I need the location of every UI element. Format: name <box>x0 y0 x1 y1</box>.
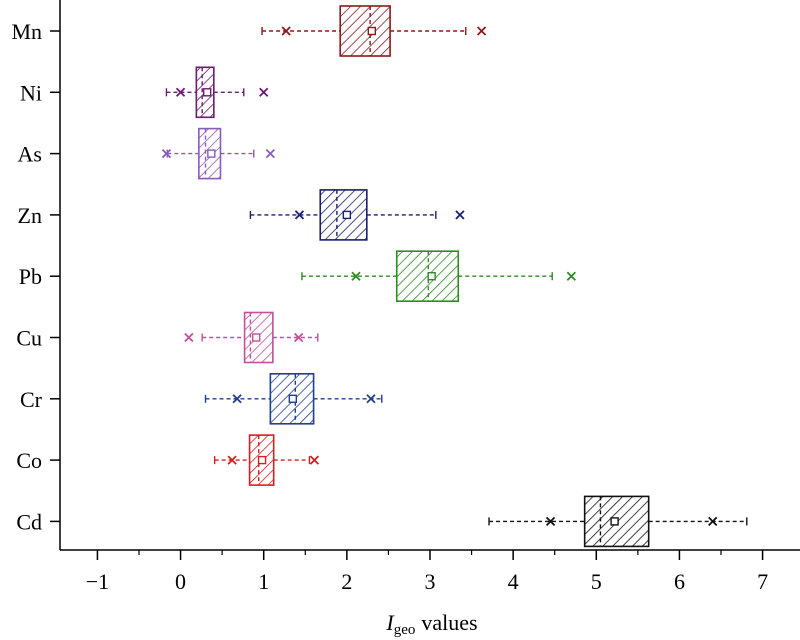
outlier-marker <box>265 148 275 159</box>
mean-marker <box>207 149 216 158</box>
box-iqr <box>339 5 391 57</box>
y-category-label: Cu <box>16 326 42 351</box>
y-category-label: Cd <box>16 509 42 534</box>
x-tick-label: −1 <box>86 569 109 594</box>
y-category-label: Zn <box>18 203 42 228</box>
outlier-marker <box>259 87 269 97</box>
mean-marker <box>342 210 352 220</box>
y-category-label: Ni <box>20 80 42 105</box>
mean-marker <box>257 455 267 465</box>
x-ticks-layer: −1 0 1 2 3 4 5 6 7 <box>86 550 768 594</box>
outlier-marker <box>351 271 361 281</box>
outlier-marker <box>476 26 487 36</box>
mean-marker <box>252 333 261 342</box>
outlier-marker <box>294 210 305 220</box>
x-tick-label: 0 <box>175 569 186 594</box>
outlier-marker <box>227 455 237 465</box>
x-tick-label: 2 <box>341 569 352 594</box>
outlier-marker <box>545 516 556 527</box>
outlier-marker <box>175 87 186 97</box>
mean-marker <box>367 26 376 36</box>
mean-marker <box>288 394 298 403</box>
y-category-label: Pb <box>19 264 42 289</box>
outlier-marker <box>232 394 242 404</box>
outlier-marker <box>293 332 304 343</box>
x-tick-label: 4 <box>508 569 519 594</box>
outlier-marker <box>455 210 465 220</box>
x-tick-label: 3 <box>425 569 436 594</box>
x-tick-label: 1 <box>258 569 269 594</box>
y-category-label: Co <box>16 448 42 473</box>
mean-marker <box>202 88 212 97</box>
mean-marker <box>427 272 436 281</box>
outlier-marker <box>366 394 376 404</box>
outlier-marker <box>708 516 718 527</box>
y-category-label: As <box>18 142 42 167</box>
outlier-marker <box>161 148 172 159</box>
y-category-label: Cr <box>20 387 43 412</box>
outlier-marker <box>281 26 291 36</box>
boxes-layer <box>161 5 748 548</box>
outlier-marker <box>309 455 320 465</box>
outlier-marker <box>184 332 194 343</box>
x-tick-label: 6 <box>674 569 685 594</box>
mean-marker <box>610 517 619 526</box>
y-labels-layer: Mn Ni As Zn Pb Cu Cr Co Cd <box>11 19 60 534</box>
y-category-label: Mn <box>11 19 42 44</box>
x-axis-label: Igeo values <box>385 610 477 638</box>
x-tick-label: 7 <box>757 569 768 594</box>
outlier-marker <box>566 271 576 281</box>
x-tick-label: 5 <box>591 569 602 594</box>
